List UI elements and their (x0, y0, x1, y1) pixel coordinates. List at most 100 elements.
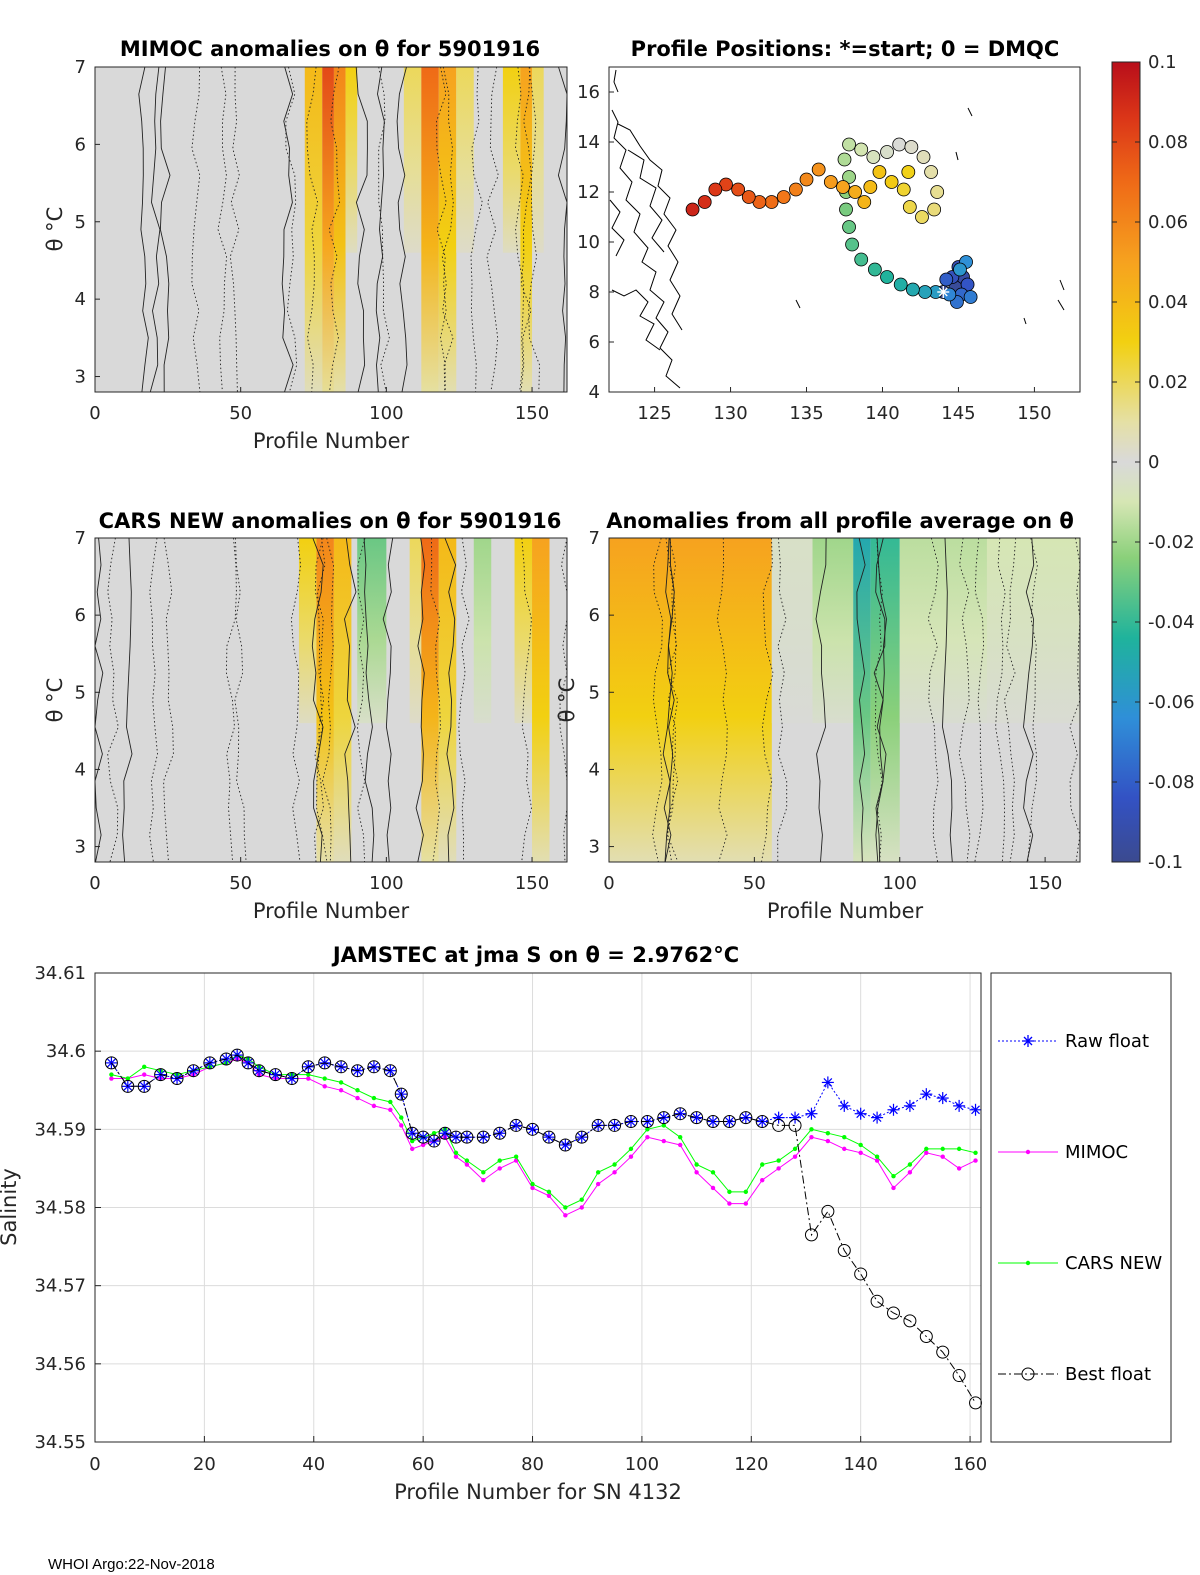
series-point (530, 1181, 535, 1187)
colorbar-tick-label: 0 (1148, 452, 1159, 473)
best-float-marker (394, 1087, 408, 1101)
x-tick-label: 100 (625, 1454, 659, 1475)
mimoc-bands-band (438, 67, 457, 392)
x-tick-label: 0 (89, 1454, 100, 1475)
colorbar-tick-label: -0.04 (1148, 612, 1195, 633)
positions-axes-box (608, 66, 1081, 393)
y-tick-label: 5 (589, 682, 600, 703)
best-float-marker (526, 1122, 540, 1136)
profile-position-marker (918, 285, 932, 299)
legend-entry-best: Best float (998, 1364, 1151, 1385)
raw-float-marker (439, 1127, 452, 1140)
mimoc-bands (304, 67, 544, 392)
y-tick-label: 6 (589, 605, 600, 626)
allavg-xticks: 0 50 100 150 (603, 857, 1062, 894)
legend-label-raw: Raw float (1065, 1031, 1149, 1052)
series-point (530, 1185, 535, 1191)
cars-contours-line (290, 537, 302, 863)
legend-cars-marker (1025, 1260, 1031, 1266)
allavg-yticks: 3 4 5 6 7 (589, 528, 614, 858)
series-point (579, 1197, 584, 1202)
best-float-marker (788, 1118, 802, 1132)
series-point (306, 1072, 311, 1077)
raw-float-marker (406, 1127, 419, 1140)
profile-position-marker (697, 195, 712, 209)
allavg-title: Anomalies from all profile average on θ (606, 509, 1074, 533)
cars-contours-line (322, 537, 335, 863)
y-tick-label: 4 (75, 289, 86, 310)
legend-label-cars: CARS NEW (1065, 1253, 1162, 1274)
cars-title: CARS NEW anomalies on θ for 5901916 (99, 509, 562, 533)
y-tick-label: 14 (577, 132, 600, 153)
series-point (322, 1076, 327, 1081)
y-tick-label: 34.59 (34, 1119, 86, 1140)
series-point (661, 1123, 666, 1128)
y-tick-label: 7 (75, 57, 86, 78)
x-tick-label: 150 (1017, 403, 1051, 424)
x-tick-label: 50 (229, 403, 252, 424)
best-float-marker (203, 1056, 217, 1070)
mimoc-title: MIMOC anomalies on θ for 5901916 (120, 37, 540, 61)
mimoc-contours-line (138, 66, 149, 393)
colorbar: 0.1 0.08 0.06 0.04 0.02 0 -0.02 -0.04 -0.06 -0.08… (1111, 52, 1195, 873)
cars-contours-line (225, 537, 237, 863)
best-float-marker (476, 1130, 490, 1144)
profile-position-marker (854, 252, 869, 267)
series-point (743, 1201, 749, 1206)
cars-contours-line (430, 537, 441, 863)
best-float-marker (903, 1314, 917, 1328)
profile-position-marker (708, 182, 723, 197)
series-point (546, 1189, 552, 1195)
profile-position-marker (741, 190, 756, 204)
salinity-xticks: 0 20 40 60 80 100 120 140 160 (89, 1436, 987, 1475)
profile-position-marker (880, 270, 894, 284)
legend-box (990, 972, 1172, 1443)
mimoc-contours-line (378, 66, 390, 393)
series-point (973, 1150, 978, 1155)
series-point (694, 1170, 699, 1175)
raw-float-marker (887, 1103, 900, 1116)
profile-position-marker (842, 220, 856, 234)
mimoc-contours-line (191, 66, 201, 393)
series-point (109, 1076, 114, 1081)
series-point (727, 1189, 732, 1195)
raw-float-marker (920, 1088, 933, 1101)
cars-contours-line (94, 537, 104, 863)
y-tick-label: 6 (75, 605, 86, 626)
series-point (399, 1123, 404, 1128)
y-tick-label: 3 (75, 367, 86, 388)
avg-contours-line (1023, 537, 1035, 863)
best-float-marker (722, 1115, 736, 1129)
profile-position-marker (930, 185, 945, 199)
colorbar-tick-label: 0.1 (1148, 52, 1177, 73)
cars-yticks: 3 4 5 6 7 (75, 528, 100, 858)
best-float-marker (608, 1118, 622, 1132)
profile-position-marker (963, 290, 978, 304)
avg-bands-band (870, 538, 900, 862)
series-point (628, 1154, 634, 1159)
avg-bands-band (853, 538, 871, 862)
cars-xticks: 0 50 100 150 (89, 857, 549, 894)
x-tick-label: 80 (521, 1454, 544, 1475)
series-point (907, 1170, 913, 1175)
best-float-marker (241, 1056, 255, 1070)
profile-position-marker (905, 282, 920, 297)
y-tick-label: 6 (589, 332, 600, 353)
series-point (907, 1162, 913, 1167)
best-float-marker (230, 1048, 244, 1062)
cars-contours-line (363, 537, 375, 863)
series-point (956, 1166, 962, 1171)
x-tick-label: 100 (369, 873, 403, 894)
best-float-marker (624, 1115, 638, 1129)
salinity-series (104, 1048, 983, 1410)
raw-float-marker (821, 1076, 834, 1089)
best-float-marker (351, 1064, 365, 1078)
cars-bands-band (409, 538, 422, 724)
raw-float-marker (105, 1056, 118, 1069)
salinity-yticks: 34.55 34.56 34.57 34.58 34.59 34.6 34.61 (34, 963, 101, 1453)
avg-bands-band (812, 538, 854, 724)
profile-position-marker (953, 262, 967, 277)
colorbar-ticks: 0.1 0.08 0.06 0.04 0.02 0 -0.02 -0.04 -0.06 -0.08… (1112, 52, 1195, 873)
best-float-marker (558, 1138, 572, 1152)
allavg-ylabel: θ °C (555, 678, 579, 723)
